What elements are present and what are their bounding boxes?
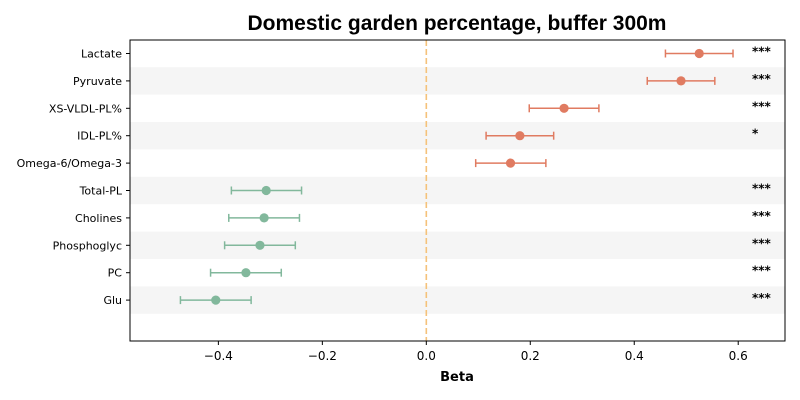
significance-label: *** (752, 209, 772, 223)
significance-label: *** (752, 72, 772, 86)
significance-label: *** (752, 264, 772, 278)
beta-point (261, 185, 271, 196)
beta-point (515, 131, 525, 141)
y-tick-label: PC (108, 267, 123, 280)
x-tick-label: 0.6 (729, 349, 748, 363)
significance-label: *** (752, 182, 772, 196)
beta-point (241, 268, 251, 278)
row-band (130, 122, 785, 150)
significance-label: *** (752, 45, 772, 59)
y-tick-label: XS-VLDL-PL% (49, 102, 122, 115)
significance-label: *** (752, 99, 772, 113)
y-tick-label: Omega-6/Omega-3 (17, 157, 122, 170)
x-tick-label: 0.0 (417, 349, 436, 363)
significance-markers: ************************* (752, 45, 772, 306)
x-axis-label: Beta (440, 370, 474, 385)
beta-point (211, 295, 221, 305)
y-tick-label: Total-PL (79, 185, 123, 198)
significance-label: *** (752, 291, 772, 305)
x-tick-label: 0.4 (625, 349, 644, 363)
y-tick-label: Phosphoglyc (53, 239, 122, 252)
chart-title: Domestic garden percentage, buffer 300m (248, 12, 667, 35)
beta-point (505, 158, 516, 168)
beta-point (694, 48, 704, 59)
y-tick-label: Pyruvate (73, 75, 122, 88)
y-axis: Lactate Pyruvate XS-VLDL-PL% IDL-PL% Omega-6… (17, 48, 130, 307)
y-tick-label: Cholines (75, 212, 122, 225)
beta-point (676, 76, 686, 86)
y-tick-label: IDL-PL% (77, 130, 122, 143)
x-axis: −0.4 −0.2 0.0 0.2 0.4 0.6 (204, 341, 748, 363)
x-tick-label: −0.4 (204, 349, 233, 363)
x-tick-label: −0.2 (308, 349, 337, 363)
beta-point (255, 240, 265, 250)
data-marks (179, 48, 734, 305)
significance-label: * (752, 127, 759, 141)
significance-label: *** (752, 236, 772, 250)
y-tick-label: Lactate (81, 48, 122, 61)
row-band (130, 176, 785, 205)
beta-point (559, 103, 569, 113)
x-tick-label: 0.2 (521, 349, 540, 363)
beta-point (259, 213, 269, 223)
row-bands (130, 67, 785, 314)
y-tick-label: Glu (103, 294, 122, 307)
